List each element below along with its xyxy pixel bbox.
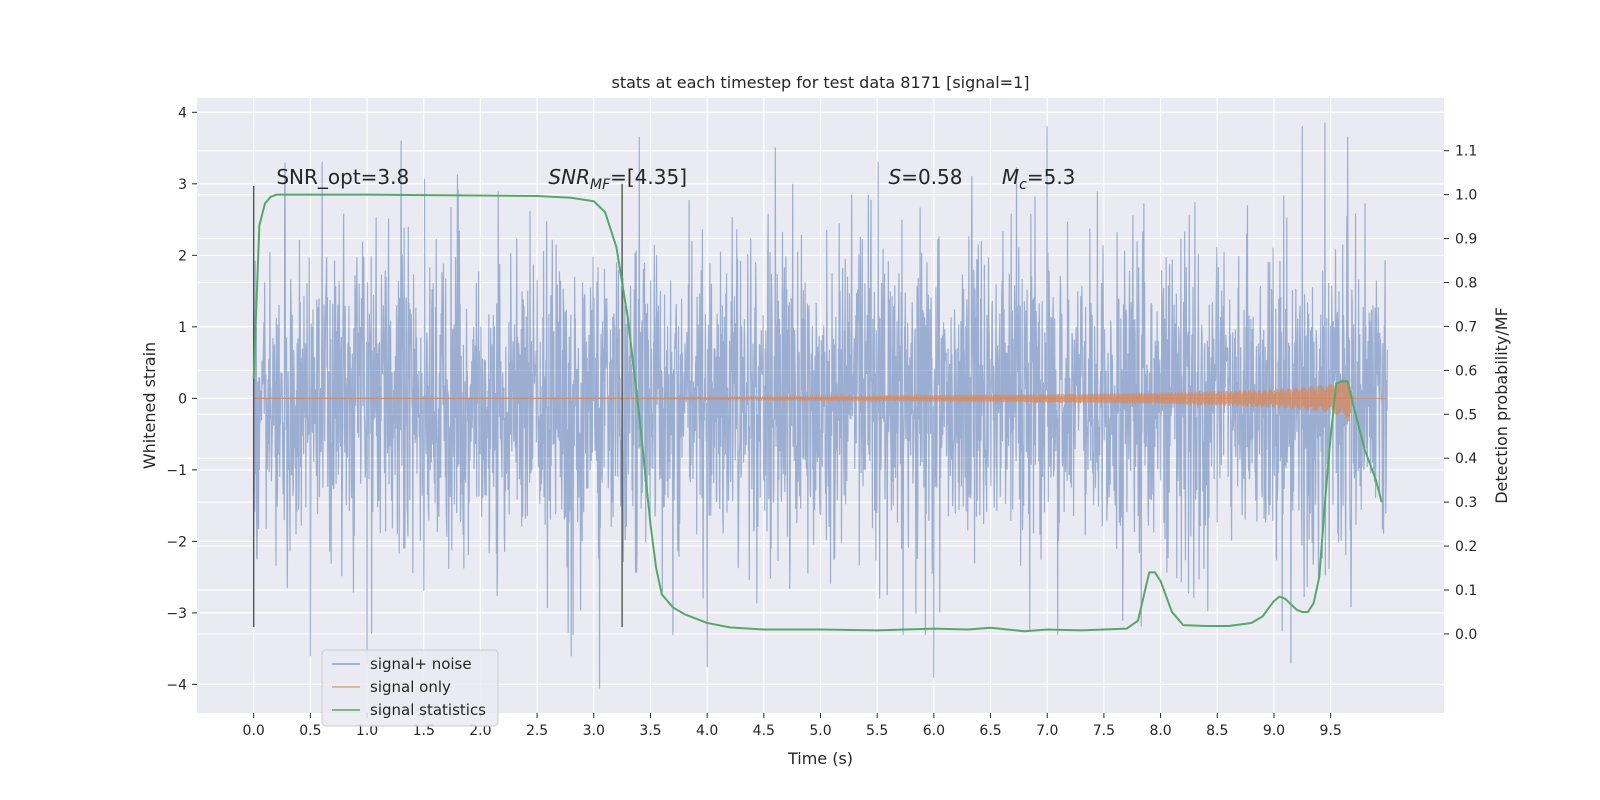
x-tick-label: 4.5 — [753, 723, 775, 739]
x-tick-label: 9.0 — [1263, 723, 1285, 739]
y2-tick-label: 1.1 — [1455, 144, 1477, 160]
y-axis-label: Whitened strain — [140, 342, 159, 469]
x-tick-label: 0.5 — [299, 723, 321, 739]
axis-ticks: 0.0 0.5 1.0 1.5 2.0 2.5 3.0 3.5 4.0 4.5 5.0 5.5 6.0 6… — [166, 105, 1477, 739]
annotation-mc-main: M — [1002, 165, 1019, 189]
annotation-snr-mf-subscript: MF — [590, 177, 611, 193]
y2-tick-label: 0.3 — [1455, 495, 1477, 511]
y2-tick-label: 0.7 — [1455, 319, 1477, 335]
x-tick-label: 7.5 — [1093, 723, 1115, 739]
grid — [197, 98, 1444, 713]
x-tick-label: 9.5 — [1320, 723, 1342, 739]
x-tick-label: 5.0 — [809, 723, 831, 739]
annotation-mc: Mc=5.3 — [1002, 165, 1076, 193]
y2-tick-label: 0.2 — [1455, 539, 1477, 555]
x-tick-label: 2.5 — [526, 723, 548, 739]
x-tick-label: 3.0 — [583, 723, 605, 739]
plot-layers — [252, 122, 1388, 689]
x-tick-label: 2.0 — [469, 723, 491, 739]
series-signal-statistics — [252, 193, 1383, 633]
x-tick-label: 1.0 — [356, 723, 378, 739]
y2-tick-label: 0.6 — [1455, 363, 1477, 379]
x-tick-label: 6.0 — [923, 723, 945, 739]
annotation-snr-mf-main: SNR — [548, 165, 590, 189]
legend: signal+ noise signal only signal statist… — [321, 649, 499, 727]
x-tick-label: 4.0 — [696, 723, 718, 739]
marker-lines — [252, 183, 623, 628]
legend-label-signal-plus-noise: signal+ noise — [370, 655, 472, 673]
y-tick-label: −3 — [166, 606, 187, 622]
y-tick-label: 2 — [178, 248, 187, 264]
annotations: SNR_opt=3.8 SNRMF=[4.35] S=0.58 Mc=5.3 — [276, 165, 1075, 193]
x-tick-label: 3.5 — [639, 723, 661, 739]
y-tick-label: 1 — [178, 320, 187, 336]
legend-label-signal-statistics: signal statistics — [370, 701, 486, 719]
series-signal-only — [253, 378, 1388, 422]
x-tick-label: 6.5 — [979, 723, 1001, 739]
x-tick-label: 1.5 — [413, 723, 435, 739]
x-tick-label: 0.0 — [243, 723, 265, 739]
y-tick-label: −1 — [166, 463, 187, 479]
y2-tick-label: 0.9 — [1455, 232, 1477, 248]
y-tick-label: −4 — [166, 677, 187, 693]
y2-tick-label: 0.0 — [1455, 627, 1477, 643]
chart-title: stats at each timestep for test data 817… — [611, 73, 1029, 92]
legend-frame — [321, 649, 499, 727]
y2-axis-label: Detection probability/MF — [1492, 307, 1511, 504]
annotation-snr-opt: SNR_opt=3.8 — [276, 165, 409, 189]
annotation-mc-subscript: c — [1019, 177, 1027, 193]
x-tick-label: 7.0 — [1036, 723, 1058, 739]
annotation-s: S=0.58 — [889, 165, 963, 189]
x-tick-label: 8.5 — [1206, 723, 1228, 739]
annotation-mc-value: =5.3 — [1027, 165, 1076, 189]
annotation-s-value: =0.58 — [901, 165, 962, 189]
annotation-s-main: S — [889, 165, 902, 189]
y2-tick-label: 0.4 — [1455, 451, 1477, 467]
legend-label-signal-only: signal only — [370, 678, 451, 696]
y2-tick-label: 0.8 — [1455, 276, 1477, 292]
annotation-snr-mf-value: =[4.35] — [610, 165, 687, 189]
y-tick-label: 4 — [178, 105, 187, 121]
x-tick-label: 8.0 — [1149, 723, 1171, 739]
x-axis-label: Time (s) — [787, 749, 853, 768]
y-tick-label: −2 — [166, 534, 187, 550]
y2-tick-label: 0.5 — [1455, 407, 1477, 423]
series-signal-plus-noise — [253, 122, 1388, 689]
y2-tick-label: 1.0 — [1455, 188, 1477, 204]
x-tick-label: 5.5 — [866, 723, 888, 739]
y2-tick-label: 0.1 — [1455, 583, 1477, 599]
annotation-snr-mf: SNRMF=[4.35] — [548, 165, 687, 193]
signal-statistics-line — [252, 193, 1383, 633]
y-tick-label: 0 — [178, 391, 187, 407]
y-tick-label: 3 — [178, 177, 187, 193]
signal-plus-noise-line — [253, 122, 1388, 689]
